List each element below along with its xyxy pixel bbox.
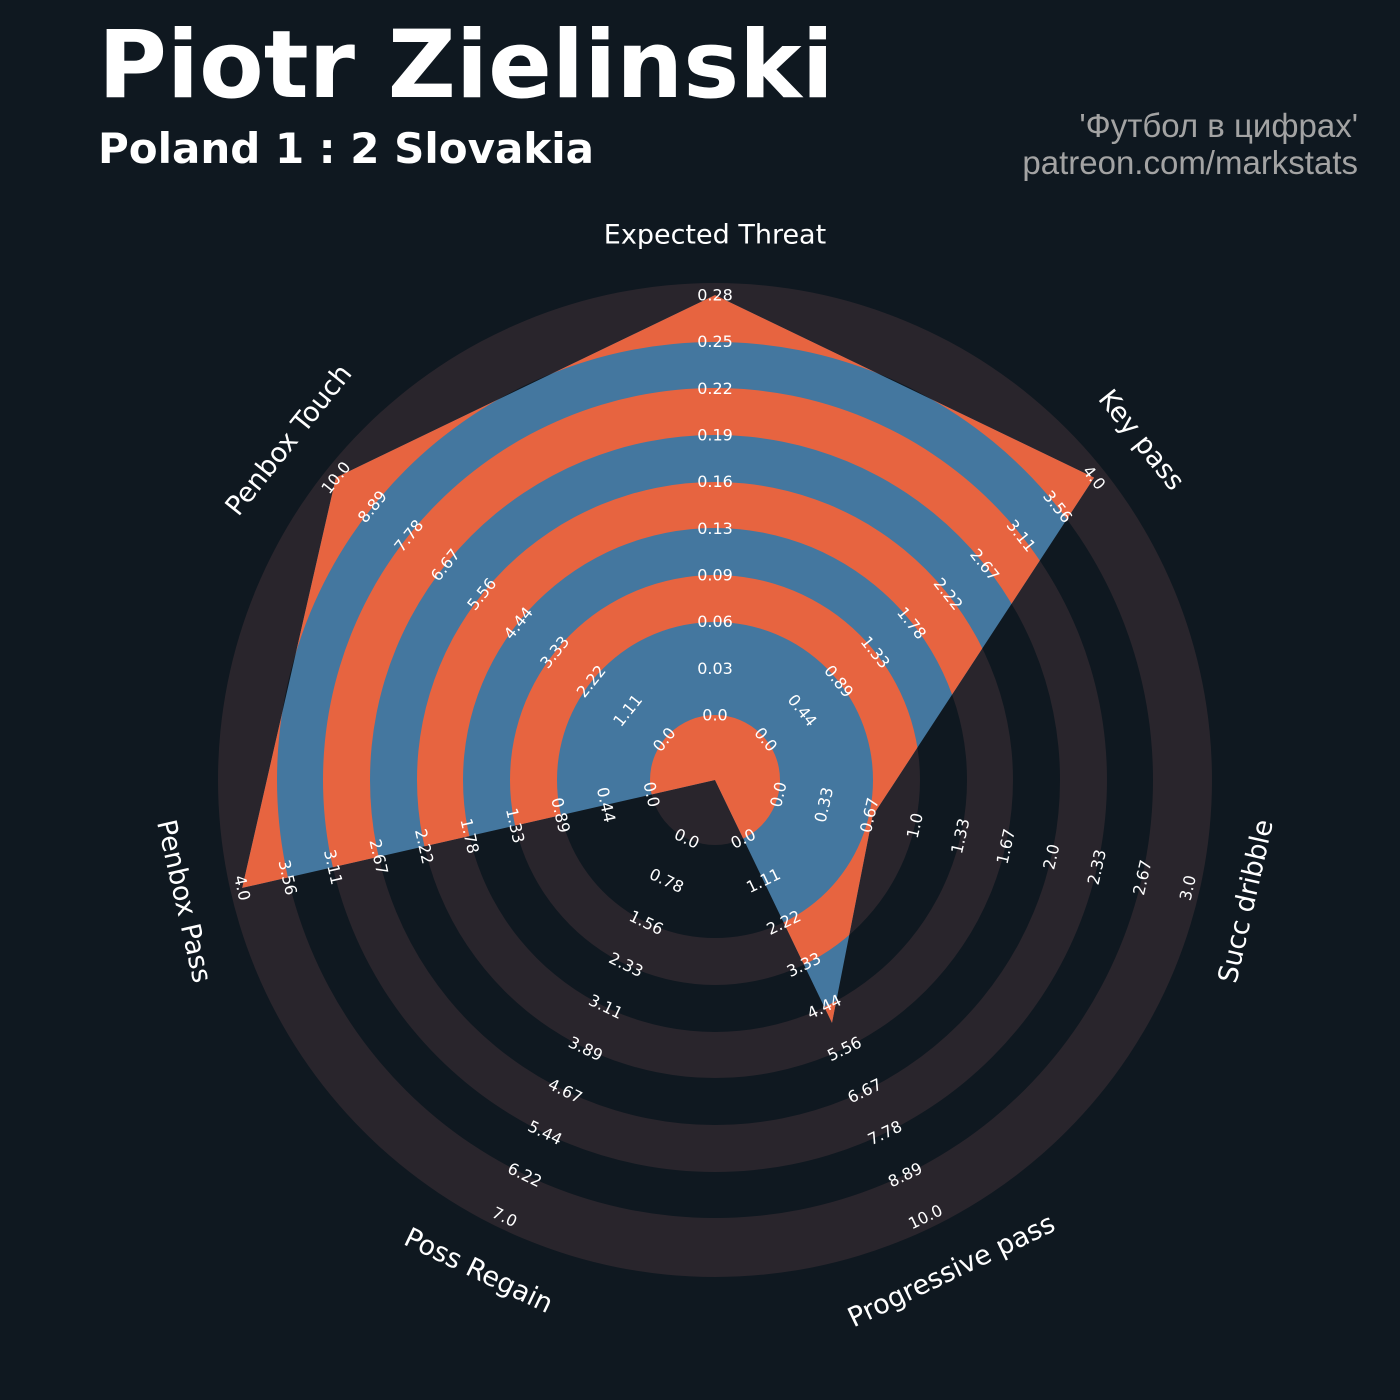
tick-label: 0.19	[697, 426, 733, 445]
credit-line-1: 'Футбол в цифрах'	[1079, 107, 1358, 144]
tick-label: 0.06	[697, 612, 733, 631]
credit-line-2: patreon.com/markstats	[1022, 144, 1358, 181]
tick-label: 0.03	[697, 659, 733, 678]
tick-label: 0.0	[702, 706, 727, 725]
tick-label: 0.25	[697, 332, 733, 351]
tick-label: 0.28	[697, 286, 733, 305]
tick-label: 0.09	[697, 566, 733, 585]
tick-label: 0.13	[697, 519, 733, 538]
axis-label: Penbox Pass	[150, 817, 217, 986]
tick-label: 0.22	[697, 379, 733, 398]
axis-label: Expected Threat	[604, 220, 826, 251]
tick-label: 0.16	[697, 472, 733, 491]
chart-title: Piotr Zielinski	[98, 11, 834, 120]
chart-subtitle: Poland 1 : 2 Slovakia	[98, 124, 594, 173]
tick-label: 0.78	[646, 864, 686, 897]
axis-label: Succ dribble	[1213, 817, 1280, 986]
